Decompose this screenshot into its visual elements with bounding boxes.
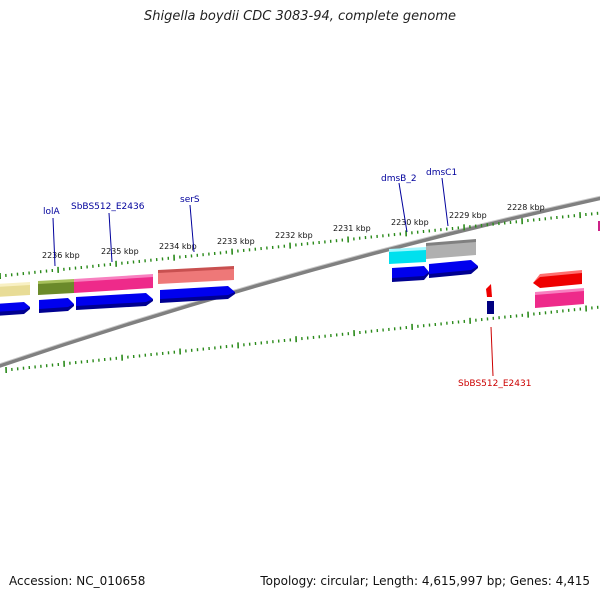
outer-tick-ring	[0, 211, 599, 280]
leader-lolA	[52, 217, 56, 267]
kbp-label-2228: 2228 kbp	[507, 203, 545, 212]
feature-red-arrow[interactable]	[533, 270, 582, 288]
kbp-scale-labels: 2236 kbp 2235 kbp 2234 kbp 2233 kbp 2232…	[42, 203, 545, 260]
kbp-label-2234: 2234 kbp	[159, 242, 197, 251]
leader-dmsB_2	[398, 182, 408, 233]
feature-lolA[interactable]	[38, 279, 74, 295]
cds-arrow-5[interactable]	[392, 266, 429, 282]
kbp-label-2232: 2232 kbp	[275, 231, 313, 240]
cds-arrow-2[interactable]	[39, 298, 74, 313]
genome-title: Shigella boydii CDC 3083-94, complete ge…	[143, 9, 457, 24]
gene-label-lolA[interactable]: lolA	[43, 207, 61, 217]
feature-pink-block[interactable]	[535, 288, 584, 308]
kbp-label-2236: 2236 kbp	[42, 251, 80, 260]
inner-tick-ring	[5, 305, 599, 374]
gene-label-dmsC1[interactable]: dmsC1	[426, 168, 457, 178]
feature-navy-block[interactable]	[487, 301, 494, 314]
gene-label-dmsB_2[interactable]: dmsB_2	[381, 174, 417, 184]
cds-arrow-1[interactable]	[0, 302, 30, 316]
cds-arrow-3[interactable]	[76, 293, 153, 310]
feature-serS[interactable]	[158, 266, 234, 284]
feature-khaki[interactable]	[0, 282, 30, 297]
label-leaders	[52, 177, 494, 377]
cds-arrow-4[interactable]	[160, 286, 235, 303]
leader-SbBS512_E2431	[490, 326, 494, 377]
kbp-label-2235: 2235 kbp	[101, 247, 139, 256]
kbp-label-2233: 2233 kbp	[217, 237, 255, 246]
gene-label-serS[interactable]: serS	[180, 195, 200, 205]
kbp-label-2231: 2231 kbp	[333, 224, 371, 233]
leader-dmsC1	[441, 177, 449, 227]
genome-backbone	[0, 196, 600, 368]
feature-dmsC1[interactable]	[426, 239, 476, 259]
gene-labels: lolA SbBS512_E2436 serS dmsB_2 dmsC1 SbB…	[43, 168, 531, 389]
cds-arrow-6[interactable]	[429, 260, 478, 278]
feature-SbBS512_E2436[interactable]	[74, 274, 153, 293]
genome-backbone-highlight	[0, 195, 600, 365]
forward-cds-row	[0, 260, 478, 316]
kbp-label-2229: 2229 kbp	[449, 211, 487, 220]
accession-text: Accession: NC_010658	[9, 574, 146, 588]
feature-dmsB_2[interactable]	[389, 247, 426, 264]
forward-feature-row	[0, 221, 600, 297]
gene-label-SbBS512_E2436[interactable]: SbBS512_E2436	[71, 202, 145, 212]
leader-serS	[189, 204, 195, 253]
topology-text: Topology: circular; Length: 4,615,997 bp…	[260, 574, 590, 588]
feature-SbBS512_E2431[interactable]	[486, 284, 492, 297]
reverse-feature-row	[486, 270, 584, 314]
kbp-label-2230: 2230 kbp	[391, 218, 429, 227]
leader-SbBS512_E2436	[108, 212, 113, 263]
gene-label-SbBS512_E2431[interactable]: SbBS512_E2431	[458, 379, 531, 389]
